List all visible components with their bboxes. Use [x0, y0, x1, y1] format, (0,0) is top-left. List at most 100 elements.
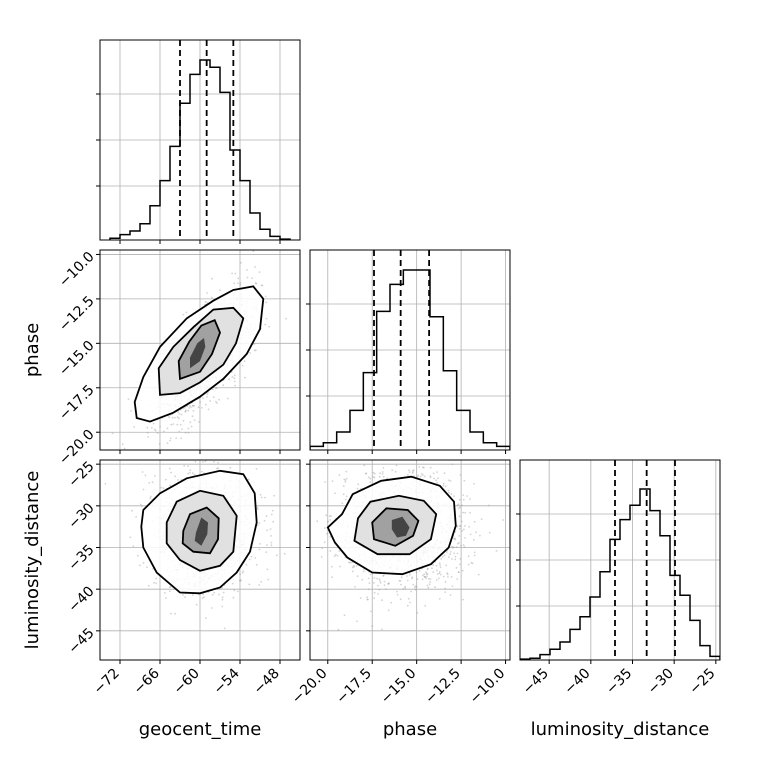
scatter-point: [462, 544, 465, 546]
scatter-point: [150, 427, 153, 429]
scatter-point: [381, 599, 383, 602]
scatter-point: [390, 601, 393, 604]
scatter-point: [461, 530, 464, 532]
scatter-point: [444, 591, 447, 593]
scatter-point: [169, 586, 172, 589]
scatter-point: [437, 577, 440, 580]
scatter-point: [463, 525, 466, 527]
scatter-point: [129, 536, 132, 539]
scatter-point: [206, 396, 208, 398]
scatter-point: [436, 437, 438, 439]
scatter-point: [437, 477, 439, 479]
scatter-point: [191, 472, 194, 475]
x-axis-label-phase: phase: [383, 719, 437, 740]
scatter-point: [331, 576, 333, 579]
y-tick-label-phase: −10.0: [56, 249, 98, 291]
scatter-point: [188, 404, 191, 407]
scatter-point: [455, 546, 458, 548]
scatter-point: [345, 495, 348, 498]
scatter-point: [254, 282, 257, 284]
scatter-point: [192, 405, 194, 407]
scatter-point: [247, 478, 250, 481]
y-tick-label-phase: −15.0: [56, 338, 98, 380]
scatter-point: [396, 443, 398, 445]
scatter-point: [461, 569, 464, 572]
scatter-point: [443, 554, 446, 557]
scatter-point: [377, 584, 379, 587]
panel-frame: [309, 459, 511, 661]
scatter-point: [237, 282, 239, 284]
scatter-point: [382, 475, 385, 478]
scatter-point: [193, 404, 196, 407]
scatter-point: [424, 604, 427, 607]
scatter-point: [137, 554, 139, 557]
scatter-point: [258, 522, 261, 524]
scatter-point: [169, 586, 172, 588]
scatter-point: [366, 598, 369, 601]
scatter-point: [480, 518, 483, 520]
scatter-point: [426, 573, 429, 575]
scatter-point: [458, 527, 461, 530]
scatter-point: [429, 578, 432, 580]
scatter-point: [155, 582, 158, 585]
scatter-point: [329, 550, 332, 552]
scatter-point: [438, 572, 441, 575]
scatter-point: [409, 456, 411, 458]
scatter-point: [169, 484, 172, 487]
scatter-point: [468, 526, 471, 528]
scatter-point: [260, 284, 263, 287]
scatter-point: [472, 538, 475, 541]
scatter-point: [330, 515, 332, 517]
scatter-point: [249, 351, 251, 354]
scatter-point: [456, 578, 459, 580]
scatter-point: [444, 580, 447, 583]
scatter-point: [264, 295, 267, 298]
panel-luminosity-distance-vs-luminosity-distance: −45 −40 −35 −30 −25: [516, 459, 721, 698]
scatter-point: [185, 409, 188, 411]
scatter-point: [407, 474, 409, 476]
scatter-point: [540, 550, 542, 552]
scatter-point: [466, 495, 468, 497]
scatter-point: [414, 586, 416, 589]
scatter-point: [171, 416, 174, 419]
scatter-point: [183, 406, 186, 409]
scatter-point: [251, 444, 253, 446]
scatter-point: [131, 509, 133, 512]
scatter-point: [155, 577, 158, 580]
scatter-point: [266, 529, 268, 532]
scatter-point: [440, 558, 443, 560]
scatter-point: [201, 470, 203, 473]
scatter-point: [325, 514, 328, 517]
scatter-point: [457, 571, 460, 574]
scatter-point: [460, 544, 462, 547]
scatter-point: [237, 590, 239, 593]
scatter-point: [270, 513, 273, 516]
scatter-point: [258, 271, 261, 273]
density-fill-level-3: [194, 517, 208, 546]
scatter-point: [477, 573, 480, 576]
y-tick-label-phase: −17.5: [56, 382, 98, 424]
scatter-point: [399, 579, 402, 582]
scatter-point: [234, 384, 237, 387]
scatter-point: [188, 407, 191, 409]
scatter-point: [135, 516, 138, 518]
scatter-point: [321, 547, 323, 550]
scatter-point: [388, 582, 390, 585]
scatter-point: [121, 443, 124, 446]
scatter-point: [406, 604, 409, 607]
scatter-point: [381, 628, 383, 631]
scatter-point: [154, 429, 157, 432]
scatter-point: [192, 410, 195, 412]
scatter-point: [373, 476, 376, 479]
scatter-point: [182, 594, 184, 596]
scatter-point: [242, 570, 245, 573]
scatter-point: [382, 467, 385, 469]
scatter-point: [404, 585, 406, 588]
scatter-point: [416, 578, 419, 580]
scatter-point: [189, 421, 192, 424]
scatter-point: [418, 466, 421, 468]
scatter-point: [410, 590, 412, 593]
scatter-point: [214, 387, 217, 390]
scatter-point: [447, 576, 449, 578]
scatter-point: [379, 581, 382, 584]
